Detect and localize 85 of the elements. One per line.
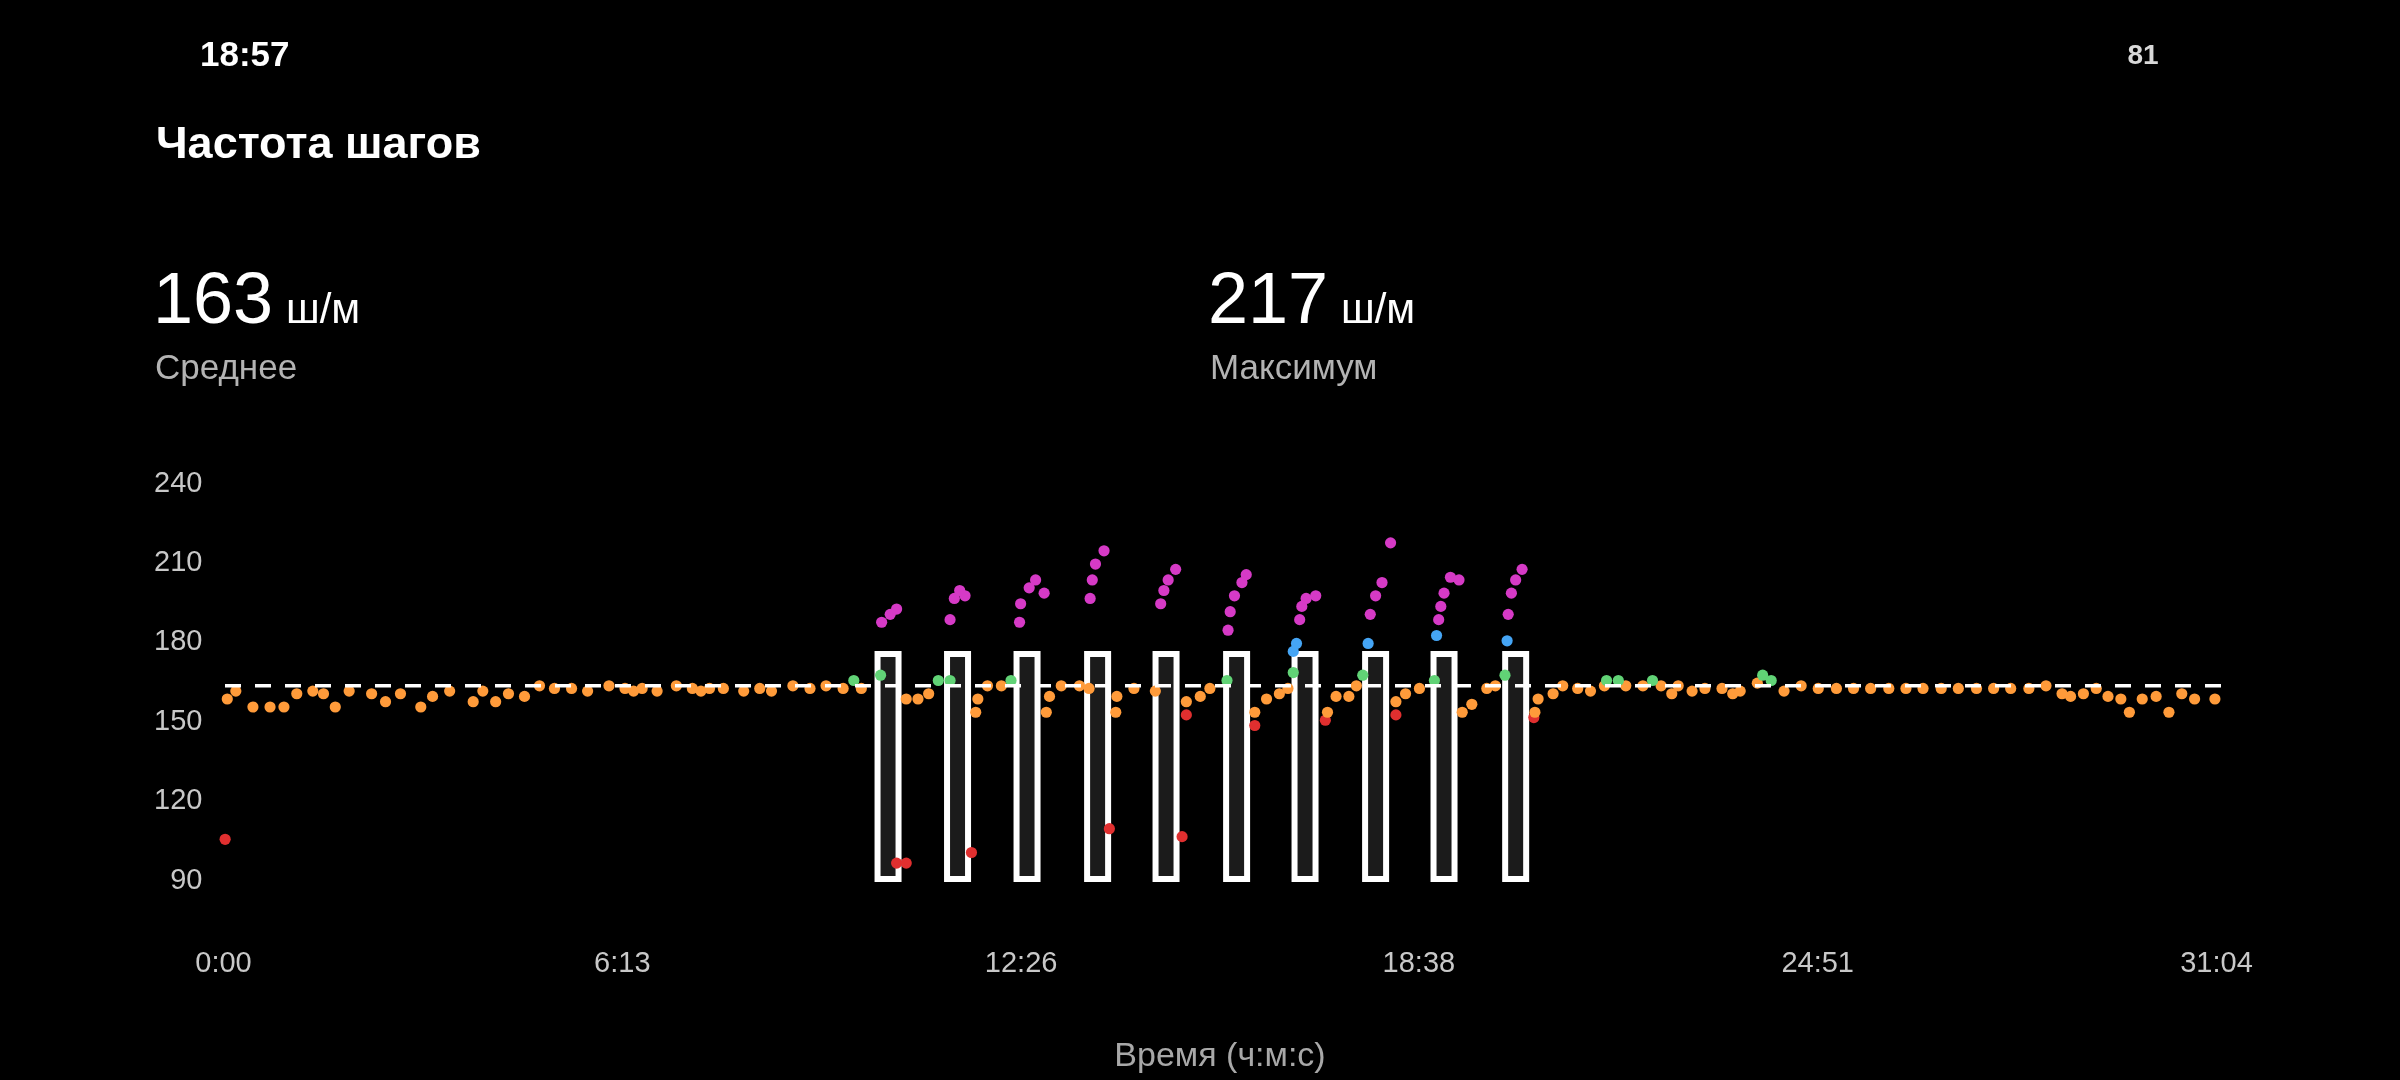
point <box>959 590 971 602</box>
point <box>1180 709 1192 721</box>
point <box>1516 563 1528 575</box>
text: 18:57 <box>200 34 290 73</box>
point <box>1757 669 1769 681</box>
text: Максимум <box>1210 347 1378 386</box>
point <box>1502 608 1514 620</box>
text: 163 <box>153 258 274 338</box>
chart-title: Частота шагов <box>156 117 481 168</box>
point <box>1162 574 1174 586</box>
point <box>1430 629 1443 642</box>
y-tick-label: 120 <box>154 783 203 816</box>
point <box>1170 563 1182 575</box>
point <box>1228 590 1241 602</box>
x-tick-label: 0:00 <box>195 945 252 978</box>
point <box>1362 637 1374 650</box>
point <box>1435 600 1447 612</box>
point <box>1015 598 1027 610</box>
point <box>1453 574 1465 586</box>
point <box>1030 574 1042 586</box>
point <box>1294 614 1306 626</box>
point <box>876 616 888 628</box>
point <box>1444 571 1457 583</box>
point <box>1296 600 1308 612</box>
point <box>891 603 903 615</box>
point <box>848 674 860 687</box>
point <box>1089 558 1102 570</box>
x-tick-label: 18:38 <box>1382 945 1456 978</box>
point <box>1438 587 1450 599</box>
point <box>1240 569 1252 581</box>
point <box>1364 608 1376 620</box>
point <box>1098 545 1110 557</box>
point <box>1249 719 1261 732</box>
point <box>1084 592 1096 605</box>
point <box>1155 598 1167 610</box>
x-axis-title: Время (ч:м:с) <box>1114 1034 1326 1073</box>
text: Среднее <box>155 347 298 386</box>
point <box>1505 587 1517 599</box>
y-tick-label: 150 <box>154 703 203 736</box>
point <box>1103 823 1115 835</box>
text: 81 <box>2127 39 2159 70</box>
point <box>1370 590 1382 602</box>
point <box>932 674 944 687</box>
point <box>948 592 960 605</box>
point <box>1376 576 1388 589</box>
point <box>219 833 231 845</box>
point <box>1501 635 1513 647</box>
point <box>1765 674 1777 687</box>
point <box>1290 637 1303 650</box>
point <box>1176 831 1188 843</box>
y-tick-label: 210 <box>154 544 203 577</box>
point <box>1222 624 1234 636</box>
point <box>1300 592 1312 605</box>
point <box>900 857 912 869</box>
text: 217 <box>1208 258 1329 338</box>
point <box>944 614 956 626</box>
point <box>1310 590 1322 602</box>
x-tick-label: 12:26 <box>984 945 1058 978</box>
x-tick-label: 24:51 <box>1781 945 1854 978</box>
text: ш/м <box>1341 285 1416 332</box>
point <box>1510 574 1522 586</box>
point <box>1158 584 1170 597</box>
point <box>1384 537 1397 549</box>
point <box>1287 666 1299 679</box>
point <box>1499 669 1511 681</box>
point <box>1236 576 1248 589</box>
text: ш/м <box>286 285 361 332</box>
point <box>1023 582 1035 594</box>
point <box>1390 709 1402 721</box>
y-tick-label: 180 <box>154 624 203 657</box>
point <box>1224 606 1236 618</box>
point <box>1646 674 1659 687</box>
point <box>1086 574 1098 586</box>
x-tick-label: 6:13 <box>594 945 651 978</box>
point <box>1600 674 1613 687</box>
y-tick-label: 90 <box>170 862 203 895</box>
x-tick-label: 31:04 <box>2180 945 2253 978</box>
point <box>1013 616 1026 628</box>
point <box>1357 669 1369 681</box>
point <box>1433 614 1445 626</box>
y-tick-label: 240 <box>154 465 203 498</box>
point <box>891 857 903 869</box>
point <box>1038 587 1050 599</box>
point <box>874 669 887 681</box>
point <box>965 846 978 859</box>
